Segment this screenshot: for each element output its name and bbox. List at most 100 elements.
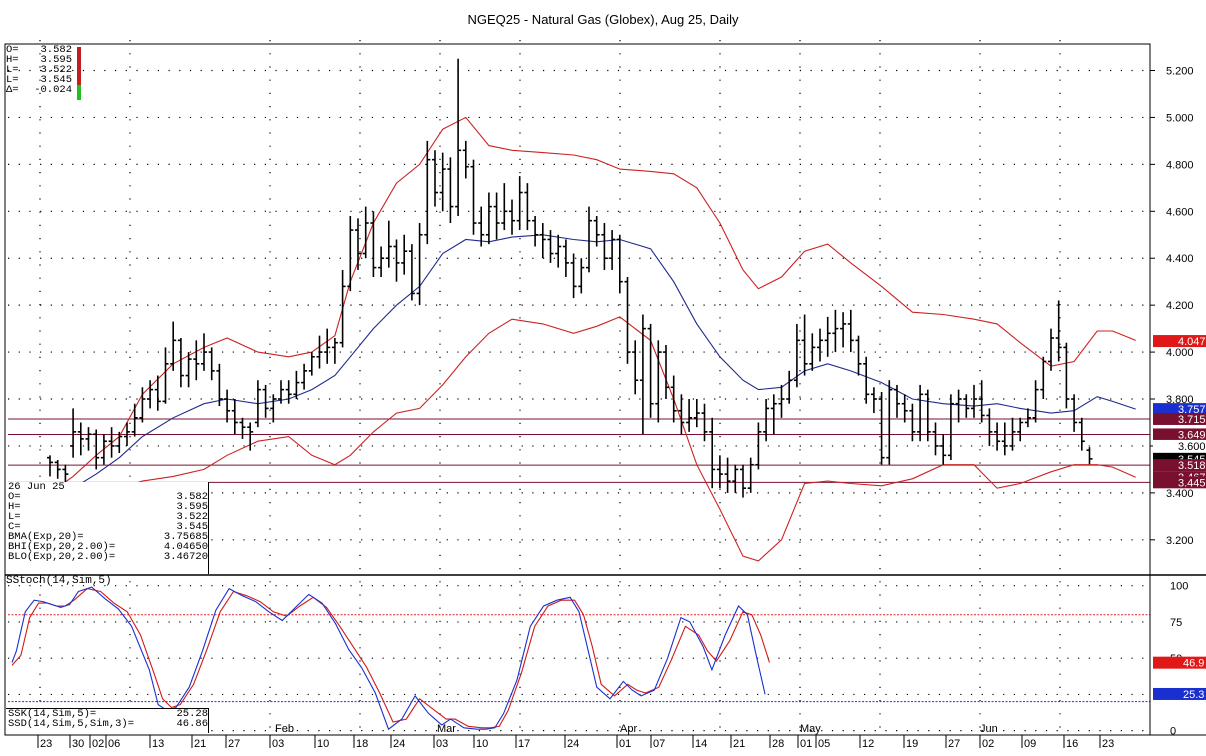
ohlc-row: L= 3.545: [6, 75, 72, 86]
info-key: H=: [8, 501, 21, 513]
stochastic-panel: [8, 586, 1150, 731]
ohlc-bar: [632, 340, 639, 395]
stoch-label-bg: [1153, 656, 1206, 669]
ohlc-bar: [647, 323, 654, 418]
band-lower-line: [49, 316, 1136, 562]
price-tick-label: 3.400: [1166, 488, 1194, 500]
day-label: 21: [733, 738, 745, 750]
price-tick-label: 4.400: [1166, 253, 1194, 265]
price-label-bg: [1153, 476, 1206, 489]
ohlc-bar: [909, 403, 916, 442]
ssk-line: [11, 586, 766, 731]
ohlc-bar: [378, 246, 385, 277]
ohlc-bar: [162, 347, 169, 404]
ohlc-bar: [93, 429, 100, 470]
ohlc-bar: [716, 455, 723, 489]
price-label-bg: [1153, 459, 1206, 472]
ohlc-bar: [524, 183, 531, 231]
info-key: L=: [8, 511, 21, 523]
info-key: BLO(Exp,20,2.00)=: [8, 551, 116, 563]
day-label: 02: [92, 738, 104, 750]
ohlc-bar: [678, 394, 685, 435]
day-label: 14: [695, 738, 707, 750]
ohlc-bar: [408, 244, 415, 301]
info-key: O=: [8, 491, 21, 503]
ohlc-swatch-red: [77, 47, 81, 85]
ohlc-bar: [886, 380, 893, 465]
ohlc-bar: [847, 309, 854, 353]
ohlc-bar: [562, 239, 569, 277]
ohlc-bar: [54, 460, 61, 479]
ohlc-bar: [570, 253, 577, 299]
ohlc-bar: [224, 389, 231, 423]
ohlc-bar: [416, 223, 423, 306]
ohlc-bar: [616, 234, 623, 294]
info-row: BHI(Exp,20,2.00)= 4.04650: [8, 541, 208, 553]
info-key: C=: [8, 521, 21, 533]
info-key: BHI(Exp,20,2.00)=: [8, 541, 116, 553]
ohlc-bar: [116, 431, 123, 453]
ohlc-key: Δ=: [6, 84, 19, 96]
ohlc-swatch-green: [77, 85, 81, 100]
ohlc-bar: [100, 434, 107, 465]
ohlc-bar: [254, 380, 261, 428]
ohlc-bar: [1063, 342, 1070, 409]
ohlc-bar: [963, 394, 970, 418]
ohlc-bar: [863, 356, 870, 404]
ohlc-bar: [432, 150, 438, 207]
ohlc-bar: [1024, 408, 1031, 428]
price-tick-label: 4.600: [1166, 206, 1194, 218]
ohlc-bar: [809, 333, 816, 371]
price-label: 3.715: [1178, 414, 1206, 426]
ohlc-bar: [801, 314, 808, 376]
day-label: 24: [567, 738, 579, 750]
ohlc-bar: [978, 380, 985, 423]
ohlc-bar: [924, 389, 931, 442]
day-label: 19: [906, 738, 918, 750]
price-label-bg: [1153, 439, 1206, 452]
ohlc-bar: [740, 464, 746, 498]
ohlc-bar: [832, 309, 839, 353]
day-label: 13: [152, 738, 164, 750]
band-upper-line: [49, 116, 1136, 494]
ohlc-bar: [1048, 328, 1054, 371]
ohlc-bar: [763, 399, 770, 442]
ohlc-key: L=: [6, 64, 19, 76]
ohlc-bar: [516, 176, 523, 231]
ohlc-bar: [793, 323, 800, 388]
stoch-row: SSK(14,Sim,5)= 25.28: [8, 709, 208, 720]
ohlc-bar: [724, 457, 731, 493]
ohlc-bar: [509, 199, 515, 235]
ohlc-bar: [894, 384, 900, 418]
ohlc-bar: [401, 234, 408, 275]
ohlc-bar: [278, 380, 284, 404]
ohlc-bar: [347, 215, 354, 292]
info-row: H= 3.595: [8, 501, 208, 513]
info-value: 3.545: [176, 521, 208, 533]
day-label: 01: [800, 738, 812, 750]
ohlc-bar: [462, 140, 469, 179]
ohlc-bar: [201, 333, 207, 371]
price-label: 4.047: [1178, 336, 1206, 348]
ohlc-bar: [239, 417, 246, 439]
ohlc-key: H=: [6, 54, 19, 66]
ohlc-bar: [185, 352, 192, 388]
ohlc-bar: [824, 316, 831, 357]
stoch-label: 25.3: [1183, 689, 1204, 701]
ohlc-bar: [555, 234, 562, 268]
price-label: 3.445: [1178, 477, 1206, 489]
month-label: Mar: [437, 723, 456, 735]
price-tick-label: 3.800: [1166, 394, 1194, 406]
ohlc-bar: [1017, 417, 1024, 442]
ohlc-bar: [693, 399, 700, 428]
ohlc-bar: [355, 218, 361, 270]
day-label: 23: [1102, 738, 1114, 750]
ohlc-row: H= 3.595: [6, 54, 72, 66]
ohlc-bar: [917, 384, 924, 442]
ohlc-bar: [778, 384, 785, 418]
ohlc-row: O= 3.582: [6, 45, 72, 56]
info-row: L= 3.522: [8, 511, 208, 523]
month-label: May: [800, 723, 821, 735]
info-value: 3.75685: [163, 531, 208, 543]
